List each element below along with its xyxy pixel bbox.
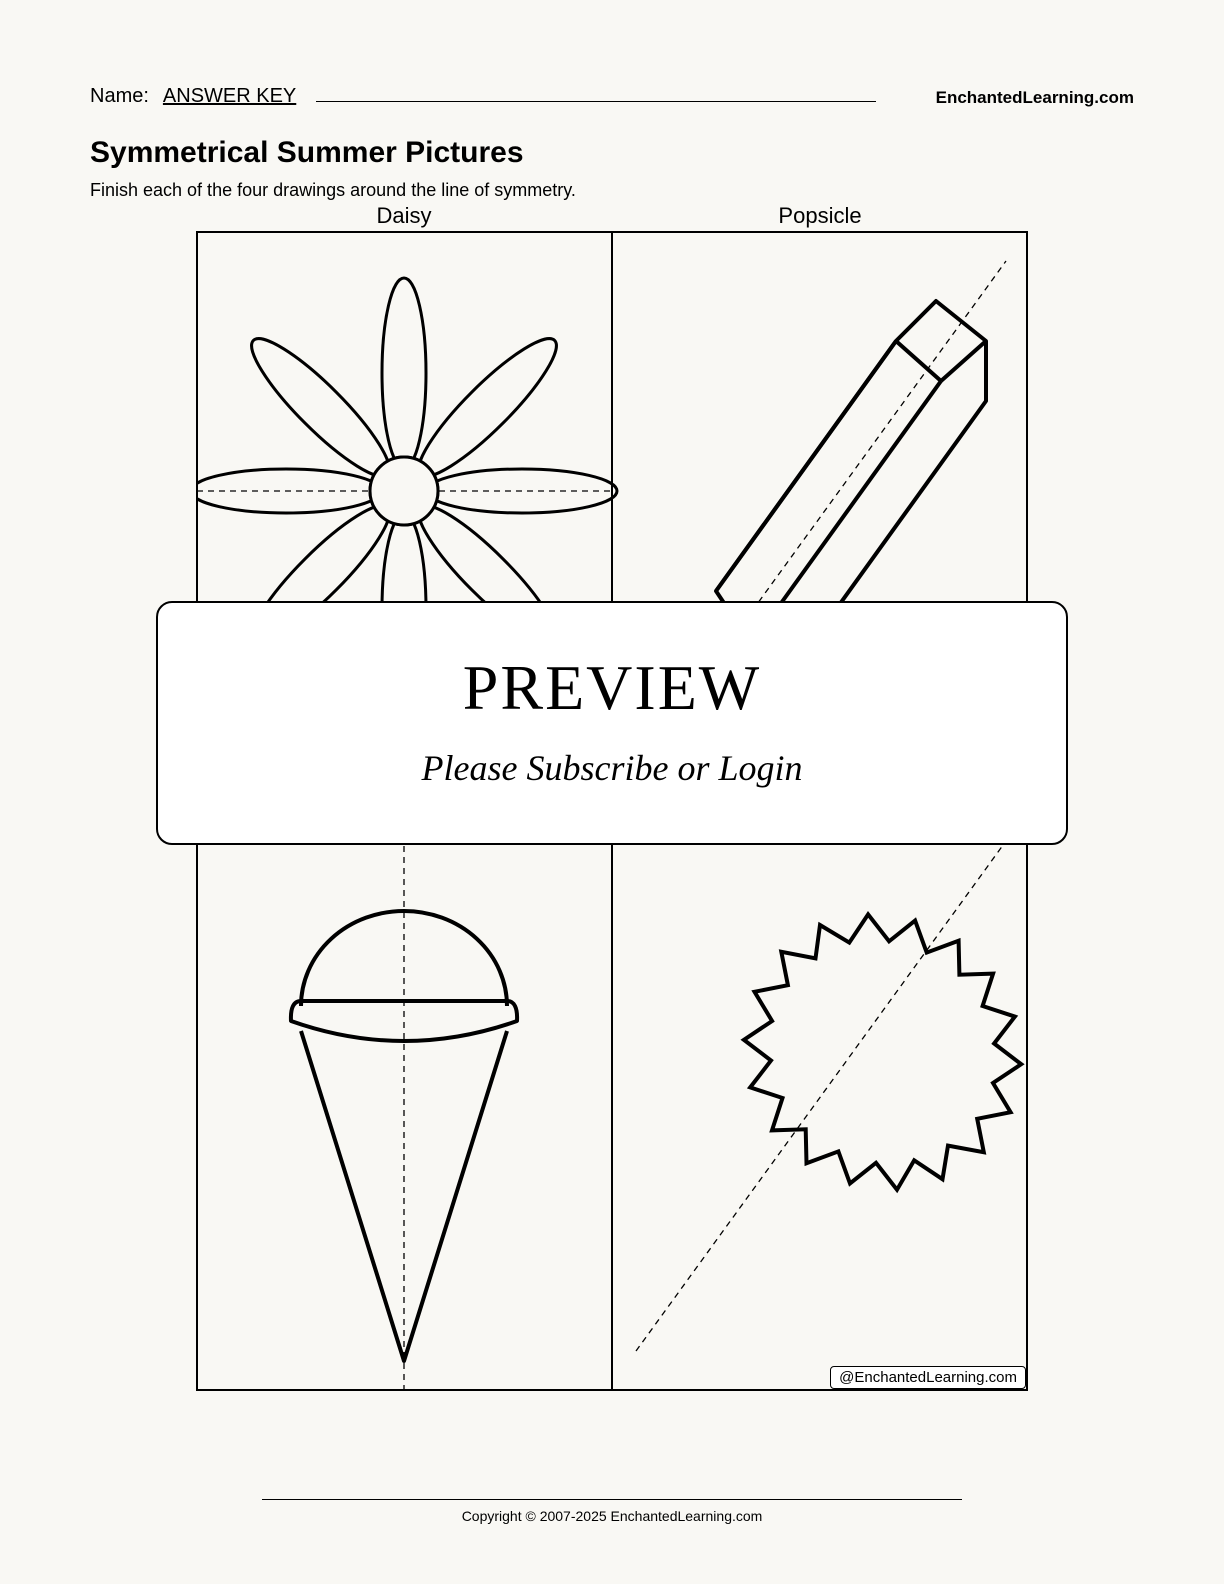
quadrant-label-daisy: Daisy <box>196 203 612 229</box>
name-label: Name: <box>90 85 149 108</box>
name-underline <box>316 101 876 102</box>
footer: Copyright © 2007-2025 EnchantedLearning.… <box>0 1499 1224 1524</box>
title-block: Symmetrical Summer Pictures Finish each … <box>90 136 1134 201</box>
ice-cream-cone-drawing <box>291 813 517 1389</box>
worksheet: Daisy Popsicle <box>196 231 1028 1391</box>
instructions: Finish each of the four drawings around … <box>90 180 1134 201</box>
preview-subtitle: Please Subscribe or Login <box>198 747 1026 789</box>
footer-divider <box>262 1499 962 1500</box>
name-value: ANSWER KEY <box>163 85 296 108</box>
page-title: Symmetrical Summer Pictures <box>90 136 1134 170</box>
header-row: Name: ANSWER KEY EnchantedLearning.com <box>90 85 1134 108</box>
copyright-text: Copyright © 2007-2025 EnchantedLearning.… <box>462 1508 763 1524</box>
quadrant-label-popsicle: Popsicle <box>612 203 1028 229</box>
preview-title: PREVIEW <box>198 651 1026 725</box>
name-line: Name: ANSWER KEY <box>90 85 876 108</box>
preview-overlay: PREVIEW Please Subscribe or Login <box>156 601 1068 845</box>
attribution-badge: @EnchantedLearning.com <box>830 1366 1026 1389</box>
sun-drawing <box>636 841 1021 1351</box>
site-brand: EnchantedLearning.com <box>936 88 1134 108</box>
